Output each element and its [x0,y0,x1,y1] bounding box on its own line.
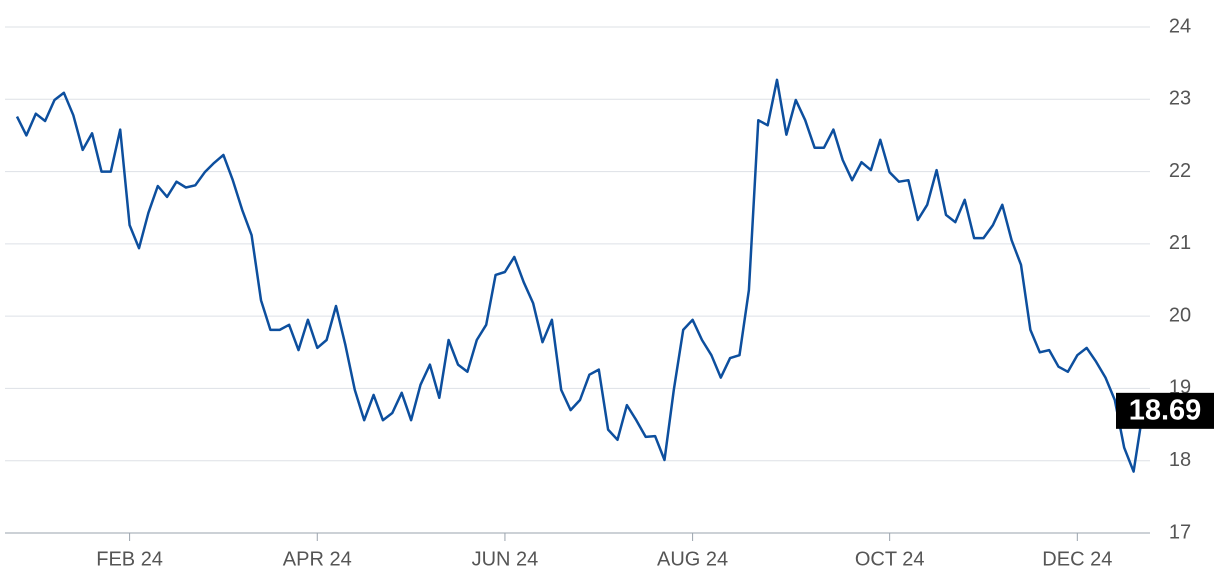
y-tick-label: 17 [1169,521,1191,543]
x-tick-label: AUG 24 [657,548,728,570]
y-tick-label: 18 [1169,449,1191,471]
last-value-label: 18.69 [1129,394,1202,426]
x-tick-label: OCT 24 [855,548,925,570]
x-tick-label: APR 24 [283,548,352,570]
last-value-badge [1116,392,1214,429]
y-tick-label: 23 [1169,88,1191,110]
x-tick-label: DEC 24 [1042,548,1112,570]
x-tick-label: JUN 24 [472,548,539,570]
price-line [15,78,1145,473]
y-tick-label: 20 [1169,304,1191,326]
y-tick-label: 21 [1169,232,1191,254]
y-tick-label: 22 [1169,160,1191,182]
x-tick-label: FEB 24 [96,548,163,570]
y-tick-label: 24 [1169,15,1191,37]
